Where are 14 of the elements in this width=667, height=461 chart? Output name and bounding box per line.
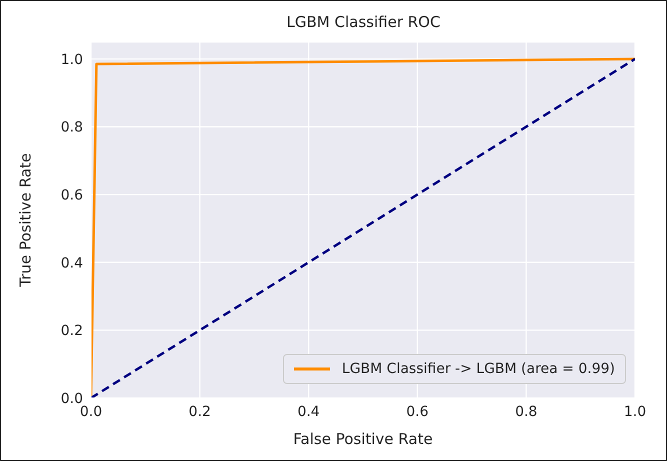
- y-tick-label: 1.0: [60, 52, 83, 68]
- chart-title: LGBM Classifier ROC: [286, 13, 442, 31]
- legend-label: LGBM Classifier -> LGBM (area = 0.99): [342, 361, 615, 377]
- x-tick-label: 0.4: [297, 404, 320, 420]
- y-axis-title: True Positive Rate: [16, 153, 34, 288]
- y-tick-label: 0.8: [60, 120, 83, 136]
- x-tick-label: 0.6: [406, 404, 429, 420]
- x-tick-label: 0.8: [515, 404, 538, 420]
- y-tick-label: 0.2: [60, 323, 83, 340]
- y-tick-label: 0.6: [60, 188, 84, 204]
- x-tick-label: 0.2: [188, 404, 211, 420]
- x-axis-title: False Positive Rate: [293, 430, 433, 448]
- y-tick-label: 0.4: [60, 255, 84, 272]
- x-tick-label: 1.0: [624, 404, 646, 420]
